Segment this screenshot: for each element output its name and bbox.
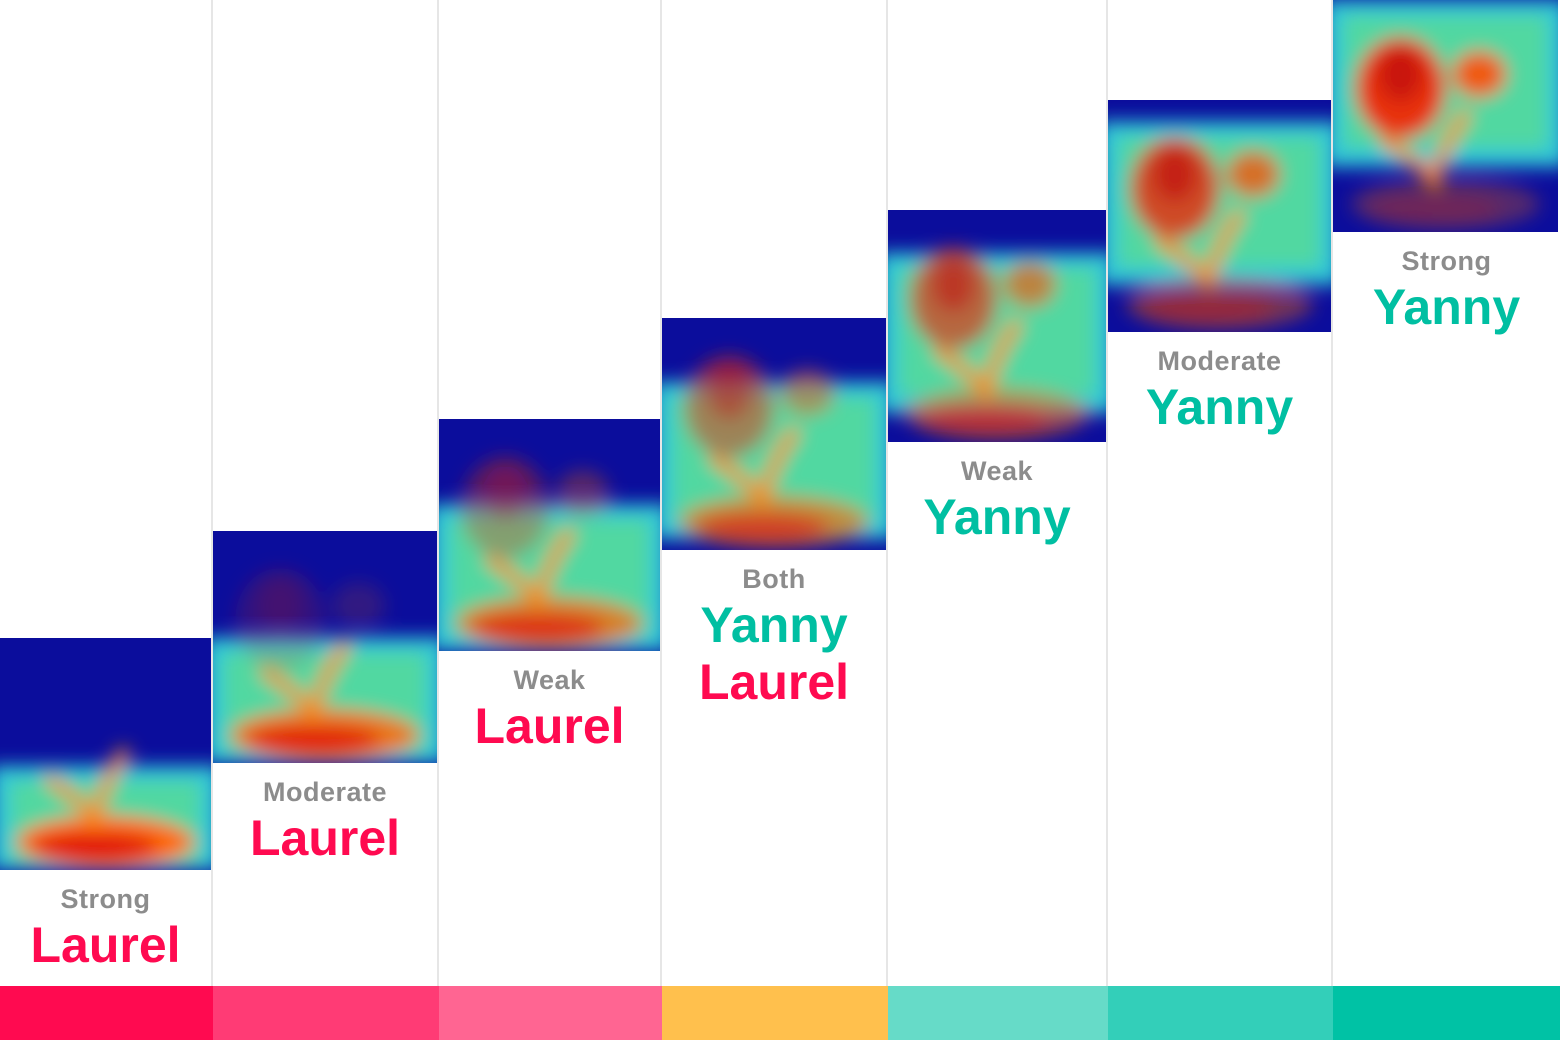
verdict-word: Laurel bbox=[30, 917, 181, 973]
strength-label: Strong bbox=[1401, 246, 1492, 276]
strength-label: Moderate bbox=[1157, 346, 1282, 376]
spectrogram-body bbox=[1108, 121, 1331, 331]
spectrogram bbox=[0, 638, 211, 870]
strength-label: Moderate bbox=[262, 777, 388, 807]
column: Weak Laurel bbox=[439, 0, 662, 986]
spectrogram-shape bbox=[246, 725, 381, 754]
column: Moderate Yanny bbox=[1108, 0, 1333, 986]
strength-label: Strong bbox=[60, 884, 151, 914]
spectrogram-shape bbox=[472, 613, 605, 642]
strength-label: Weak bbox=[960, 456, 1034, 486]
spectrogram-body bbox=[213, 568, 437, 763]
spectrogram-shape bbox=[695, 512, 830, 541]
spectrogram-shape bbox=[484, 526, 577, 613]
spectrogram-shape bbox=[483, 465, 528, 522]
spectrogram-shape bbox=[1141, 294, 1276, 323]
spectrogram-shape bbox=[556, 470, 610, 517]
spectrogram-shape bbox=[1153, 207, 1247, 294]
verdict-word: Laurel bbox=[698, 654, 850, 710]
spectrogram bbox=[1333, 0, 1558, 232]
bar-segment bbox=[213, 986, 439, 1040]
bar-segment bbox=[1108, 986, 1333, 1040]
spectrogram-shape bbox=[1152, 146, 1198, 203]
spectrogram-shape bbox=[1226, 151, 1280, 198]
spectrogram bbox=[213, 531, 437, 763]
column: Both Yanny Laurel bbox=[662, 0, 888, 986]
spectrogram bbox=[1108, 100, 1331, 332]
column: Moderate Laurel bbox=[213, 0, 439, 986]
spectrogram-body bbox=[439, 456, 660, 651]
spectrogram-shape bbox=[932, 317, 1024, 404]
spectrogram-shape bbox=[1366, 194, 1502, 223]
spectrogram-shape bbox=[920, 404, 1052, 433]
verdict-word: Laurel bbox=[249, 810, 401, 866]
verdict-word: Yanny bbox=[1145, 379, 1294, 435]
spectrogram-shape bbox=[1003, 261, 1056, 308]
spectrogram-shape bbox=[257, 577, 303, 634]
column: Strong Laurel bbox=[0, 0, 213, 986]
bar-segment bbox=[0, 986, 213, 1040]
spectrogram-shape bbox=[1452, 51, 1507, 98]
spectrogram-shape bbox=[706, 364, 752, 421]
spectrogram bbox=[439, 419, 660, 651]
strength-label: Both bbox=[742, 564, 806, 594]
bar-segment bbox=[439, 986, 662, 1040]
spectrogram-body bbox=[0, 745, 211, 870]
spectrogram bbox=[888, 210, 1106, 442]
verdict-word: Yanny bbox=[923, 489, 1071, 545]
spectrogram-shape bbox=[43, 745, 132, 833]
spectrogram-shape bbox=[259, 638, 353, 725]
verdict-word: Laurel bbox=[474, 698, 625, 754]
spectrogram-shape bbox=[1378, 46, 1423, 103]
spectrogram-shape bbox=[708, 425, 802, 512]
bar-segment bbox=[662, 986, 888, 1040]
column: Weak Yanny bbox=[888, 0, 1108, 986]
spectrogram-shape bbox=[1379, 107, 1473, 194]
spectrogram-shape bbox=[931, 256, 976, 313]
spectrogram-body bbox=[888, 247, 1106, 441]
column: Strong Yanny bbox=[1333, 0, 1560, 986]
strength-label: Weak bbox=[513, 665, 586, 695]
verdict-word: Yanny bbox=[700, 597, 848, 653]
spectrogram-shape bbox=[31, 832, 159, 861]
bar-segment bbox=[1333, 986, 1560, 1040]
verdict-word: Yanny bbox=[1372, 279, 1521, 335]
spectrogram bbox=[662, 318, 886, 550]
bar-segment bbox=[888, 986, 1108, 1040]
spectrogram-shape bbox=[780, 369, 835, 416]
spectrogram-body bbox=[1333, 0, 1558, 231]
spectrogram-body bbox=[662, 355, 886, 549]
spectrogram-shape bbox=[331, 582, 386, 629]
